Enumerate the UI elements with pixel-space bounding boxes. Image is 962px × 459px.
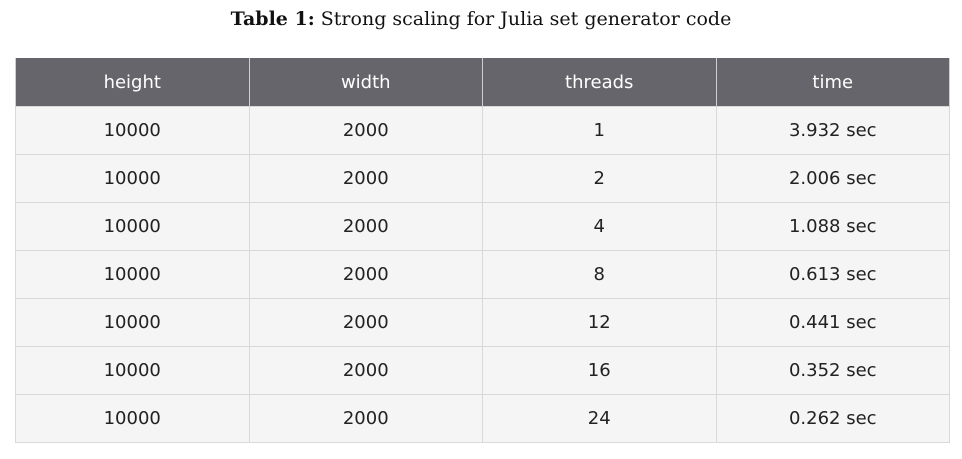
cell-width: 2000 — [248, 202, 483, 251]
cell-width: 2000 — [248, 106, 483, 155]
cell-time: 2.006 sec — [715, 154, 950, 203]
cell-time: 0.352 sec — [715, 346, 950, 395]
header-row: height width threads time — [15, 58, 950, 107]
table-header: height width threads time — [15, 58, 950, 107]
scaling-table-container: height width threads time 10000 2000 1 3… — [15, 58, 950, 443]
cell-time: 0.441 sec — [715, 298, 950, 347]
table-row: 10000 2000 2 2.006 sec — [15, 154, 950, 203]
header-threads: threads — [482, 58, 717, 107]
cell-time: 0.613 sec — [715, 250, 950, 299]
cell-threads: 24 — [482, 394, 717, 443]
cell-width: 2000 — [248, 346, 483, 395]
cell-time: 0.262 sec — [715, 394, 950, 443]
table-caption: Table 1: Strong scaling for Julia set ge… — [0, 4, 962, 34]
cell-height: 10000 — [15, 346, 250, 395]
header-width: width — [248, 58, 483, 107]
cell-threads: 8 — [482, 250, 717, 299]
table-row: 10000 2000 12 0.441 sec — [15, 298, 950, 347]
table-row: 10000 2000 1 3.932 sec — [15, 106, 950, 155]
cell-threads: 4 — [482, 202, 717, 251]
cell-threads: 1 — [482, 106, 717, 155]
cell-height: 10000 — [15, 250, 250, 299]
table-row: 10000 2000 16 0.352 sec — [15, 346, 950, 395]
cell-height: 10000 — [15, 154, 250, 203]
cell-time: 3.932 sec — [715, 106, 950, 155]
caption-label: Table 1: — [230, 8, 315, 30]
caption-text: Strong scaling for Julia set generator c… — [320, 8, 732, 30]
cell-width: 2000 — [248, 250, 483, 299]
cell-height: 10000 — [15, 394, 250, 443]
cell-height: 10000 — [15, 106, 250, 155]
cell-height: 10000 — [15, 298, 250, 347]
cell-width: 2000 — [248, 154, 483, 203]
cell-threads: 2 — [482, 154, 717, 203]
cell-height: 10000 — [15, 202, 250, 251]
table-row: 10000 2000 8 0.613 sec — [15, 250, 950, 299]
cell-threads: 16 — [482, 346, 717, 395]
header-height: height — [15, 58, 250, 107]
table-row: 10000 2000 24 0.262 sec — [15, 394, 950, 443]
cell-width: 2000 — [248, 394, 483, 443]
cell-threads: 12 — [482, 298, 717, 347]
cell-time: 1.088 sec — [715, 202, 950, 251]
table-body: 10000 2000 1 3.932 sec 10000 2000 2 2.00… — [15, 106, 950, 443]
table-row: 10000 2000 4 1.088 sec — [15, 202, 950, 251]
scaling-table: height width threads time 10000 2000 1 3… — [15, 58, 950, 443]
header-time: time — [715, 58, 950, 107]
cell-width: 2000 — [248, 298, 483, 347]
